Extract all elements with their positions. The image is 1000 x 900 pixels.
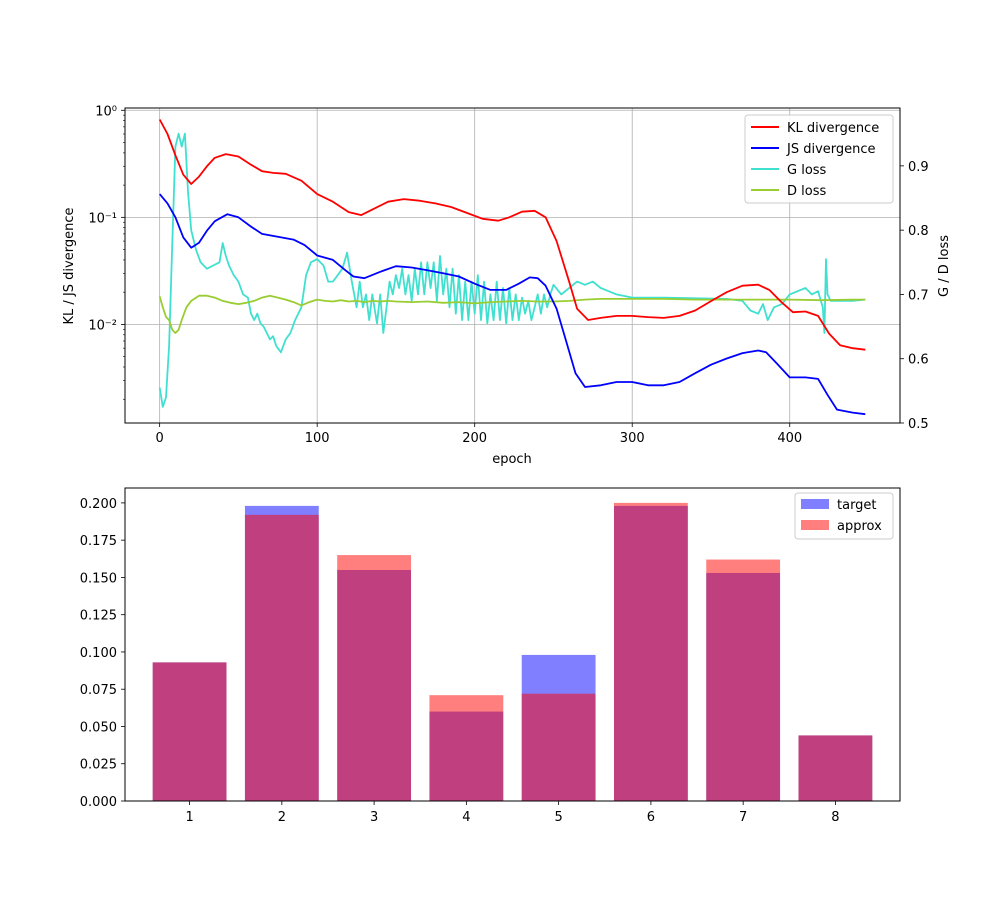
series-line-js-divergence: [159, 193, 866, 416]
bar-approx-6: [613, 502, 688, 801]
bar-approx-7: [706, 559, 781, 801]
top-legend-label: JS divergence: [786, 142, 876, 157]
top-legend-box: [744, 114, 894, 204]
top-x-axis-label: epoch: [492, 452, 532, 467]
bottom-legend-label: approx: [837, 519, 882, 534]
top-y-right-tick-label: 0.7: [908, 288, 929, 303]
bottom-x-tick-label: 4: [462, 810, 470, 825]
bar-approx-4: [429, 695, 504, 801]
bottom-x-tick-label: 6: [647, 810, 655, 825]
top-legend-label: D loss: [787, 184, 826, 199]
bottom-y-tick-label: 0.150: [80, 571, 117, 586]
top-x-tick-label: 400: [777, 431, 802, 446]
top-series-layer: [158, 119, 866, 416]
bottom-x-tick-label: 3: [370, 810, 378, 825]
top-y-axis-label-left: KL / JS divergence: [62, 208, 77, 325]
top-y-tick-label: 10⁻¹: [88, 211, 117, 226]
top-y-right-tick-label: 0.5: [908, 417, 929, 432]
top-x-tick-label: 100: [305, 431, 330, 446]
bar-approx-3: [337, 555, 412, 801]
bottom-legend-swatch: [801, 520, 829, 530]
bottom-plot-area: [125, 488, 900, 801]
top-x-ticks: 0 100 200 300 400: [156, 423, 802, 446]
bottom-plot-frame: [124, 487, 901, 802]
bottom-y-tick-label: 0.025: [80, 758, 117, 773]
bottom-x-tick-label: 5: [554, 810, 562, 825]
bottom-legend-swatch: [801, 499, 829, 509]
top-y-axis-label-right: G / D loss: [937, 235, 952, 297]
bottom-x-tick-label: 7: [739, 810, 747, 825]
top-x-tick-label: 200: [462, 431, 487, 446]
top-legend-label: G loss: [787, 163, 827, 178]
bar-approx-5: [521, 693, 596, 801]
top-y-right-tick-label: 0.8: [908, 224, 929, 239]
top-legend: KL divergence JS divergence G loss D loss: [744, 114, 894, 204]
bottom-x-tick-label: 1: [185, 810, 193, 825]
top-plot-frame: [124, 107, 901, 424]
top-legend-label: KL divergence: [787, 121, 879, 136]
series-line-g-loss: [158, 132, 866, 408]
bottom-y-tick-label: 0.050: [80, 720, 117, 735]
bottom-x-tick-label: 2: [278, 810, 286, 825]
top-x-tick-label: 300: [620, 431, 645, 446]
bottom-x-ticks: 1 2 3 4 5 6 7 8: [185, 801, 840, 825]
series-line-d-loss: [158, 294, 866, 334]
bottom-legend: target approx: [794, 492, 894, 540]
bottom-y-tick-label: 0.075: [80, 683, 117, 698]
bottom-x-tick-label: 8: [831, 810, 839, 825]
bottom-bars-layer: [152, 502, 873, 801]
top-y-right-tick-label: 0.9: [908, 160, 929, 175]
bar-approx-2: [244, 514, 319, 801]
top-y-right-tick-label: 0.6: [908, 353, 929, 368]
top-y-tick-label: 10⁰: [95, 104, 117, 119]
top-x-tick-label: 0: [156, 431, 164, 446]
bar-approx-1: [152, 662, 227, 801]
top-y-ticks-left: 10⁻² 10⁻¹ 10⁰: [88, 104, 125, 400]
bottom-y-tick-label: 0.100: [80, 646, 117, 661]
bottom-y-tick-label: 0.175: [80, 534, 117, 549]
bottom-y-tick-label: 0.125: [80, 609, 117, 624]
bottom-legend-label: target: [837, 498, 877, 513]
series-line-kl-divergence: [158, 119, 866, 351]
top-y-tick-label: 10⁻²: [88, 318, 117, 333]
bottom-y-ticks: 0.000 0.025 0.050 0.075 0.100 0.125 0.150 0.175…: [80, 497, 125, 810]
bar-approx-8: [798, 735, 873, 801]
bottom-y-tick-label: 0.200: [80, 497, 117, 512]
bottom-y-tick-label: 0.000: [80, 795, 117, 810]
top-y-ticks-right: 0.5 0.6 0.7 0.8 0.9: [900, 160, 929, 432]
